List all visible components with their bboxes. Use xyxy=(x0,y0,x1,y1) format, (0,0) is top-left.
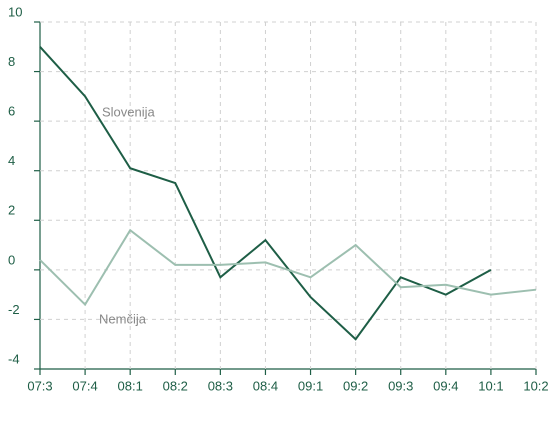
y-tick-label: 8 xyxy=(8,54,15,69)
y-tick-label: 2 xyxy=(8,203,15,218)
x-tick-label: 08:3 xyxy=(208,378,233,393)
x-tick-label: 08:1 xyxy=(118,378,143,393)
y-tick-label: 4 xyxy=(8,153,15,168)
x-tick-label: 07:4 xyxy=(72,378,97,393)
series-line xyxy=(39,228,537,307)
x-tick-label: 10:1 xyxy=(478,378,503,393)
x-tick-label: 09:4 xyxy=(433,378,458,393)
x-tick-label: 09:2 xyxy=(343,378,368,393)
series-label: Nemčija xyxy=(99,311,147,326)
x-tick-label: 08:4 xyxy=(253,378,278,393)
y-tick-label: 0 xyxy=(8,252,15,267)
series-label: Slovenija xyxy=(102,104,156,119)
x-tick-label: 09:3 xyxy=(388,378,413,393)
y-tick-label: 10 xyxy=(8,4,22,19)
x-tick-label: 09:1 xyxy=(298,378,323,393)
x-tick-label: 10:2 xyxy=(523,378,548,393)
x-tick-label: 08:2 xyxy=(163,378,188,393)
y-tick-label: -2 xyxy=(8,302,20,317)
series-line xyxy=(39,46,492,341)
y-tick-label: 6 xyxy=(8,104,15,119)
x-tick-label: 07:3 xyxy=(27,378,52,393)
y-tick-label: -4 xyxy=(8,351,20,366)
